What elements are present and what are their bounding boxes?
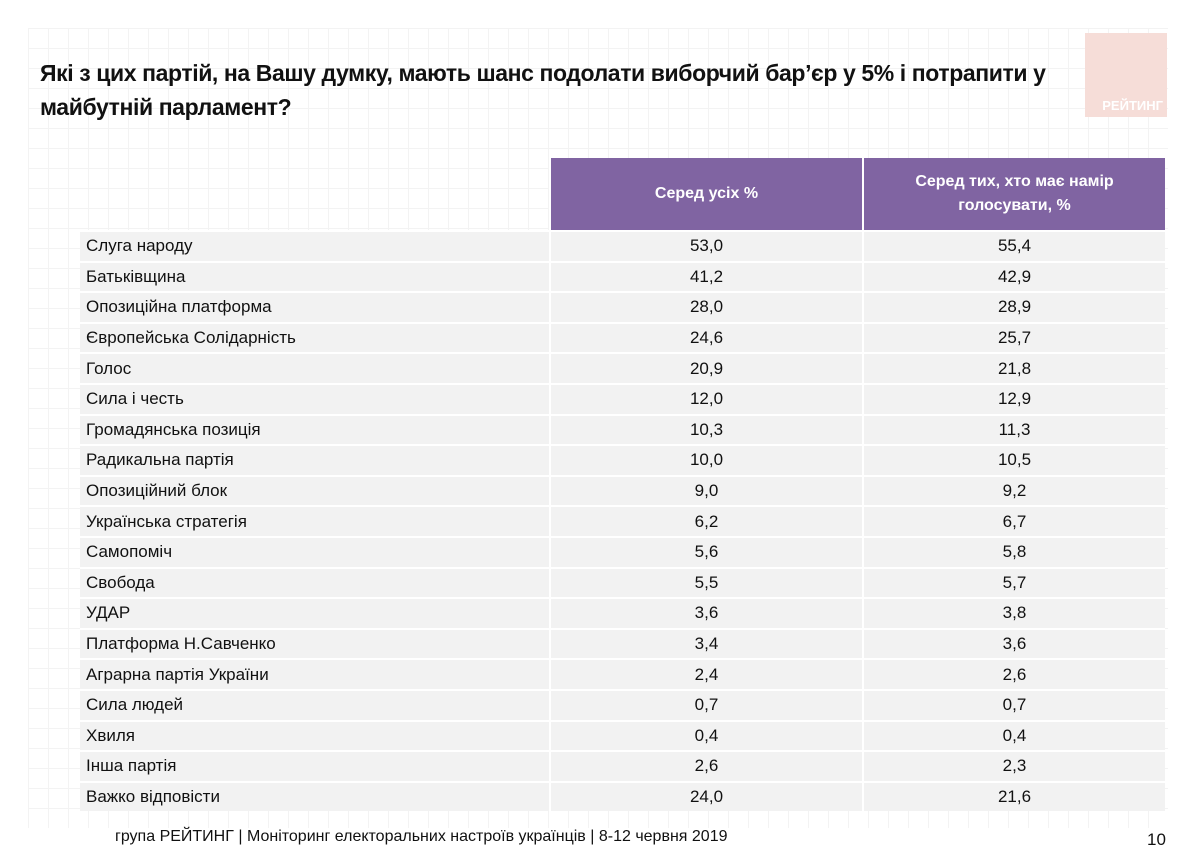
table-row: Платформа Н.Савченко 3,4 3,6 <box>80 627 1165 660</box>
table-header: Серед усіх % Серед тих, хто має намір го… <box>80 158 1165 231</box>
table-row: Інша партія 2,6 2,3 <box>80 750 1165 782</box>
value-all: 0,7 <box>549 688 863 721</box>
table-row: Українська стратегія 6,2 6,7 <box>80 505 1165 537</box>
party-name: УДАР <box>80 597 550 629</box>
value-all: 28,0 <box>549 291 863 323</box>
party-name: Аграрна партія України <box>80 658 550 690</box>
footer-text: група РЕЙТИНГ | Моніторинг електоральних… <box>115 828 728 845</box>
party-name: Інша партія <box>80 750 550 782</box>
rating-logo: РЕЙТИНГ <box>1085 33 1167 117</box>
party-name: Громадянська позиція <box>80 413 550 446</box>
value-voters: 5,7 <box>862 566 1165 599</box>
value-all: 53,0 <box>549 230 863 262</box>
table-row: Опозиційний блок 9,0 9,2 <box>80 474 1165 507</box>
logo-text: РЕЙТИНГ <box>1102 98 1163 113</box>
page-number: 10 <box>1147 830 1166 849</box>
party-name: Українська стратегія <box>80 505 550 537</box>
header-voters: Серед тих, хто має намір голосувати, % <box>862 158 1165 231</box>
table-row: УДАР 3,6 3,8 <box>80 597 1165 629</box>
party-name: Європейська Солідарність <box>80 321 550 354</box>
value-voters: 2,6 <box>862 658 1165 690</box>
table-row: Громадянська позиція 10,3 11,3 <box>80 413 1165 446</box>
party-name: Важко відповісти <box>80 780 550 812</box>
party-name: Слуга народу <box>80 230 550 262</box>
page-title: Які з цих партій, на Вашу думку, мають ш… <box>40 60 1046 120</box>
value-all: 9,0 <box>549 474 863 507</box>
party-name: Хвиля <box>80 719 550 752</box>
header-blank <box>80 158 550 231</box>
value-voters: 5,8 <box>862 535 1165 568</box>
value-all: 5,5 <box>549 566 863 599</box>
value-voters: 25,7 <box>862 321 1165 354</box>
party-name: Сила людей <box>80 688 550 721</box>
value-all: 2,6 <box>549 750 863 782</box>
party-name: Самопоміч <box>80 535 550 568</box>
value-all: 20,9 <box>549 352 863 384</box>
value-voters: 3,6 <box>862 627 1165 660</box>
table-row: Свобода 5,5 5,7 <box>80 566 1165 599</box>
party-name: Радикальна партія <box>80 444 550 476</box>
value-voters: 3,8 <box>862 597 1165 629</box>
value-voters: 0,7 <box>862 688 1165 721</box>
value-all: 5,6 <box>549 535 863 568</box>
table-row: Аграрна партія України 2,4 2,6 <box>80 658 1165 690</box>
value-voters: 21,6 <box>862 780 1165 812</box>
table-row: Радикальна партія 10,0 10,5 <box>80 444 1165 476</box>
value-all: 2,4 <box>549 658 863 690</box>
value-voters: 0,4 <box>862 719 1165 752</box>
table-row: Опозиційна платформа 28,0 28,9 <box>80 291 1165 323</box>
value-all: 10,0 <box>549 444 863 476</box>
table-row: Важко відповісти 24,0 21,6 <box>80 780 1165 812</box>
party-name: Батьківщина <box>80 260 550 293</box>
value-voters: 11,3 <box>862 413 1165 446</box>
value-all: 10,3 <box>549 413 863 446</box>
value-voters: 42,9 <box>862 260 1165 293</box>
value-all: 6,2 <box>549 505 863 537</box>
table-row: Сила і честь 12,0 12,9 <box>80 382 1165 415</box>
party-name: Свобода <box>80 566 550 599</box>
header-all: Серед усіх % <box>549 158 863 231</box>
value-all: 3,6 <box>549 597 863 629</box>
table-row: Батьківщина 41,2 42,9 <box>80 260 1165 293</box>
value-voters: 6,7 <box>862 505 1165 537</box>
party-name: Сила і честь <box>80 382 550 415</box>
value-voters: 2,3 <box>862 750 1165 782</box>
value-voters: 12,9 <box>862 382 1165 415</box>
table-row: Хвиля 0,4 0,4 <box>80 719 1165 752</box>
table-row: Самопоміч 5,6 5,8 <box>80 535 1165 568</box>
table-row: Слуга народу 53,0 55,4 <box>80 230 1165 262</box>
value-voters: 9,2 <box>862 474 1165 507</box>
table-row: Сила людей 0,7 0,7 <box>80 688 1165 721</box>
table-row: Голос 20,9 21,8 <box>80 352 1165 384</box>
value-all: 0,4 <box>549 719 863 752</box>
value-voters: 21,8 <box>862 352 1165 384</box>
value-all: 41,2 <box>549 260 863 293</box>
value-all: 24,6 <box>549 321 863 354</box>
value-all: 3,4 <box>549 627 863 660</box>
party-name: Голос <box>80 352 550 384</box>
value-all: 24,0 <box>549 780 863 812</box>
results-table: Серед усіх % Серед тих, хто має намір го… <box>80 158 1165 812</box>
value-voters: 28,9 <box>862 291 1165 323</box>
party-name: Платформа Н.Савченко <box>80 627 550 660</box>
value-all: 12,0 <box>549 382 863 415</box>
party-name: Опозиційний блок <box>80 474 550 507</box>
party-name: Опозиційна платформа <box>80 291 550 323</box>
value-voters: 55,4 <box>862 230 1165 262</box>
value-voters: 10,5 <box>862 444 1165 476</box>
table-row: Європейська Солідарність 24,6 25,7 <box>80 321 1165 354</box>
